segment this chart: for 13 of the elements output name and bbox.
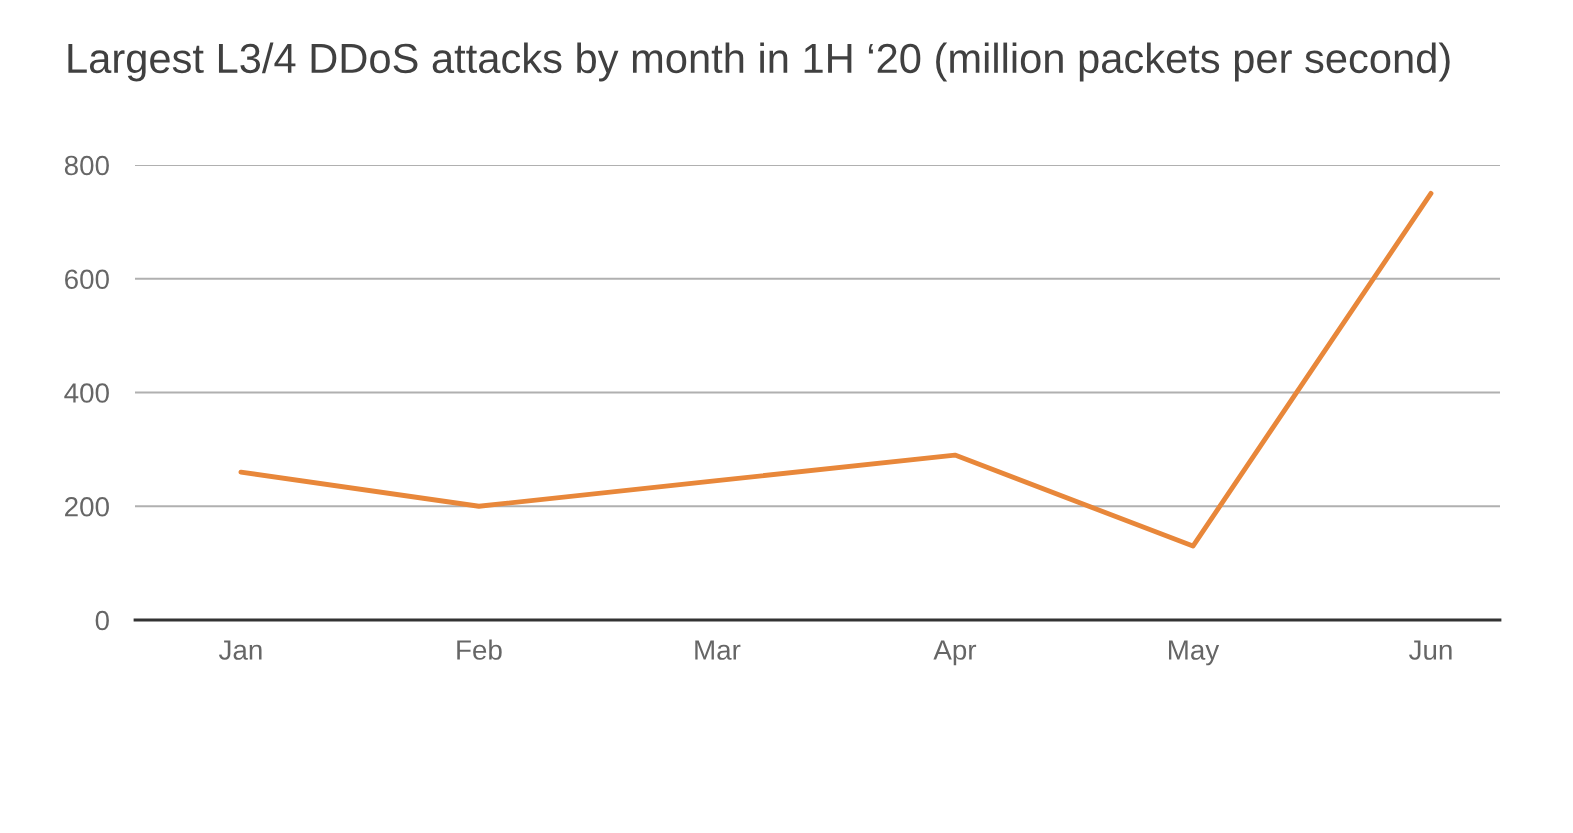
y-tick-label: 800 [64, 155, 109, 176]
chart-title: Largest L3/4 DDoS attacks by month in 1H ‘20 (million packets per second) [68, 42, 1450, 82]
y-tick-label: 400 [64, 383, 109, 403]
x-tick-label: Jan [218, 640, 262, 660]
x-tick-label: May [1169, 640, 1220, 666]
x-tick-label: Mar [695, 640, 741, 660]
x-tick-label: Jun [1409, 640, 1452, 660]
y-tick-label: 0 [95, 610, 109, 631]
x-tick-label: Feb [457, 639, 502, 660]
y-tick-label: 600 [65, 269, 109, 290]
line-series [238, 191, 1434, 549]
y-tick-label: 200 [65, 496, 109, 517]
x-tick-label: Apr [933, 640, 977, 666]
